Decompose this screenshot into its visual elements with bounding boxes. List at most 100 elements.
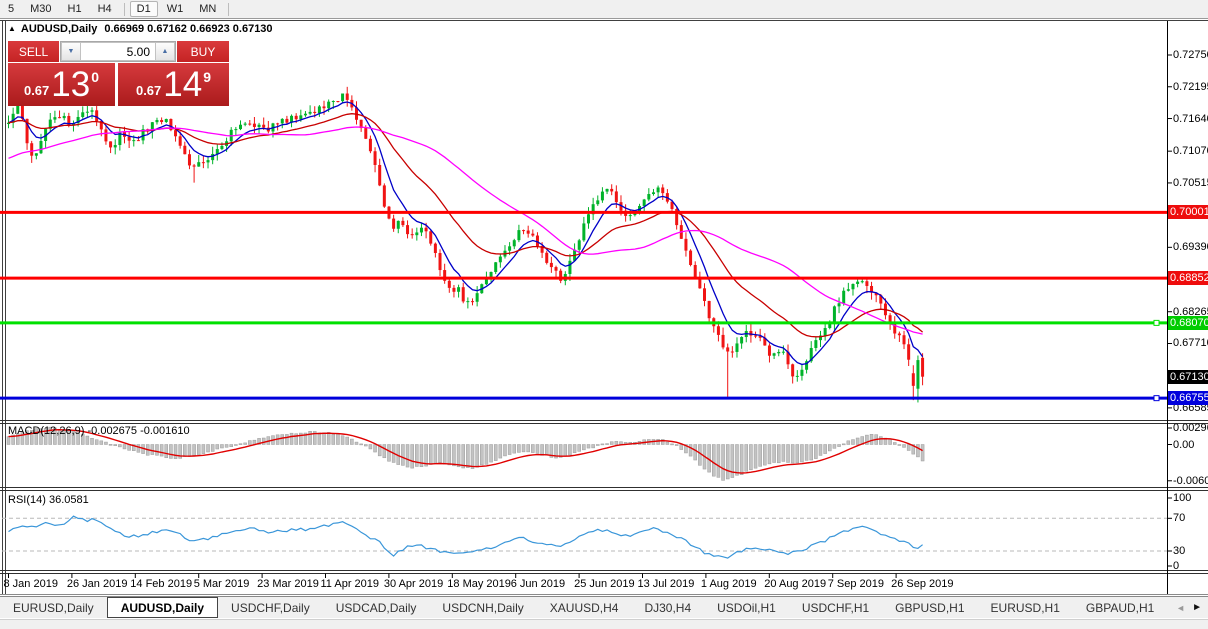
chart-tab-USDCHF-H1[interactable]: USDCHF,H1: [801, 600, 870, 615]
timeframe-button-M30[interactable]: M30: [30, 3, 52, 15]
candle: [234, 129, 238, 131]
candle: [58, 117, 62, 119]
candle: [549, 262, 553, 268]
ma-mid-line: [8, 113, 924, 338]
chart-tab-EURUSD-Daily[interactable]: EURUSD,Daily: [13, 600, 94, 615]
tab-scroll-right-icon[interactable]: ►: [1192, 602, 1202, 613]
timeframe-button-H1[interactable]: H1: [67, 3, 82, 15]
chart-tab-DJ30-H4[interactable]: DJ30,H4: [644, 600, 692, 615]
macd-bar: [735, 444, 739, 476]
macd-bar: [763, 444, 767, 466]
macd-bar: [493, 444, 498, 461]
chart-symbol-label: AUDUSD,Daily: [20, 23, 98, 35]
macd-bar: [257, 438, 261, 445]
candle: [313, 111, 317, 113]
candle: [378, 164, 382, 186]
macd-bar: [507, 444, 512, 455]
candle: [382, 185, 386, 207]
volume-input[interactable]: 5.00: [81, 42, 155, 61]
macd-indicator-label: MACD(12,26,9) -0.002675 -0.001610: [8, 425, 190, 437]
macd-bar: [401, 444, 405, 466]
candle: [587, 214, 590, 224]
candle: [257, 124, 261, 127]
macd-bar: [480, 444, 484, 466]
level-handle[interactable]: [1153, 319, 1160, 326]
buy-button[interactable]: BUY: [177, 41, 229, 62]
macd-bar: [229, 444, 233, 447]
candle: [155, 120, 159, 123]
collapse-arrow-icon[interactable]: ▲: [8, 24, 16, 33]
macd-bar: [558, 444, 563, 458]
sell-button[interactable]: SELL: [8, 41, 59, 62]
candle: [192, 165, 196, 167]
candle: [874, 292, 878, 296]
timeframe-button-W1[interactable]: W1: [166, 3, 184, 15]
rsi-tick-0: 0: [1173, 560, 1180, 572]
macd-bar: [865, 434, 869, 445]
macd-bar: [159, 444, 164, 457]
macd-bar: [377, 444, 382, 457]
candle: [53, 117, 57, 120]
candle: [823, 328, 827, 336]
candle: [754, 335, 758, 337]
macd-tick-0.00: 0.00: [1173, 438, 1195, 451]
chart-tab-GBPUSD-H1[interactable]: GBPUSD,H1: [895, 600, 965, 615]
chart-tab-EURUSD-H1[interactable]: EURUSD,H1: [990, 600, 1060, 615]
candle: [327, 101, 331, 109]
chart-tab-GBPAUD-H1[interactable]: GBPAUD,H1: [1085, 600, 1155, 615]
candle: [921, 357, 925, 377]
candle: [285, 118, 289, 123]
macd-bar: [892, 442, 897, 445]
macd-bar: [433, 444, 438, 464]
date-label-23-Mar-2019: 23 Mar 2019: [257, 578, 319, 590]
macd-bar: [285, 434, 289, 445]
macd-bar: [679, 444, 684, 450]
level-handle[interactable]: [1153, 395, 1160, 402]
macd-tick--0.006047: -0.006047: [1173, 474, 1208, 487]
macd-bar: [744, 444, 749, 472]
macd-bar: [614, 441, 619, 445]
chart-tab-USDCHF-Daily[interactable]: USDCHF,Daily: [231, 600, 310, 615]
macd-bar: [294, 433, 298, 445]
chart-tab-USDCNH-Daily[interactable]: USDCNH,Daily: [442, 600, 524, 615]
candle: [498, 256, 502, 263]
buy-quote-button[interactable]: 0.67 14 9: [118, 63, 229, 106]
macd-bar: [725, 444, 730, 480]
macd-bar: [39, 428, 43, 445]
candle: [276, 123, 280, 125]
chart-tab-XAUUSD-H4[interactable]: XAUUSD,H4: [549, 600, 619, 615]
candle: [368, 138, 372, 152]
timeframe-button-H4[interactable]: H4: [97, 3, 112, 15]
tab-scroll-left-icon[interactable]: ◄: [1176, 602, 1186, 613]
macd-bar: [373, 444, 377, 453]
level-badge-0.70001: 0.70001: [1168, 205, 1208, 220]
timeframe-button-5[interactable]: 5: [8, 3, 15, 15]
macd-bar: [674, 444, 679, 446]
candle: [290, 115, 294, 123]
candle: [201, 162, 205, 164]
timeframe-button-D1[interactable]: D1: [129, 1, 158, 17]
level-badge-0.68852: 0.68852: [1168, 271, 1208, 286]
chart-tab-USDCAD-Daily[interactable]: USDCAD,Daily: [335, 600, 417, 615]
candle: [902, 335, 906, 345]
timeframe-button-MN[interactable]: MN: [199, 3, 217, 15]
volume-up-icon[interactable]: ▲: [155, 42, 175, 61]
candle: [897, 333, 901, 336]
sell-quote-button[interactable]: 0.67 13 0: [8, 63, 115, 106]
volume-down-icon[interactable]: ▼: [61, 42, 81, 61]
chart-tab-USDOil-H1[interactable]: USDOil,H1: [717, 600, 776, 615]
macd-bar: [869, 434, 874, 445]
candle: [837, 303, 841, 307]
candle: [554, 267, 558, 271]
candle: [568, 260, 572, 274]
candle: [211, 153, 215, 161]
macd-bar: [916, 444, 920, 458]
macd-bar: [605, 443, 609, 445]
chart-tab-AUDUSD-Daily[interactable]: AUDUSD,Daily: [106, 597, 219, 618]
candle: [85, 111, 89, 113]
candle: [494, 262, 498, 272]
